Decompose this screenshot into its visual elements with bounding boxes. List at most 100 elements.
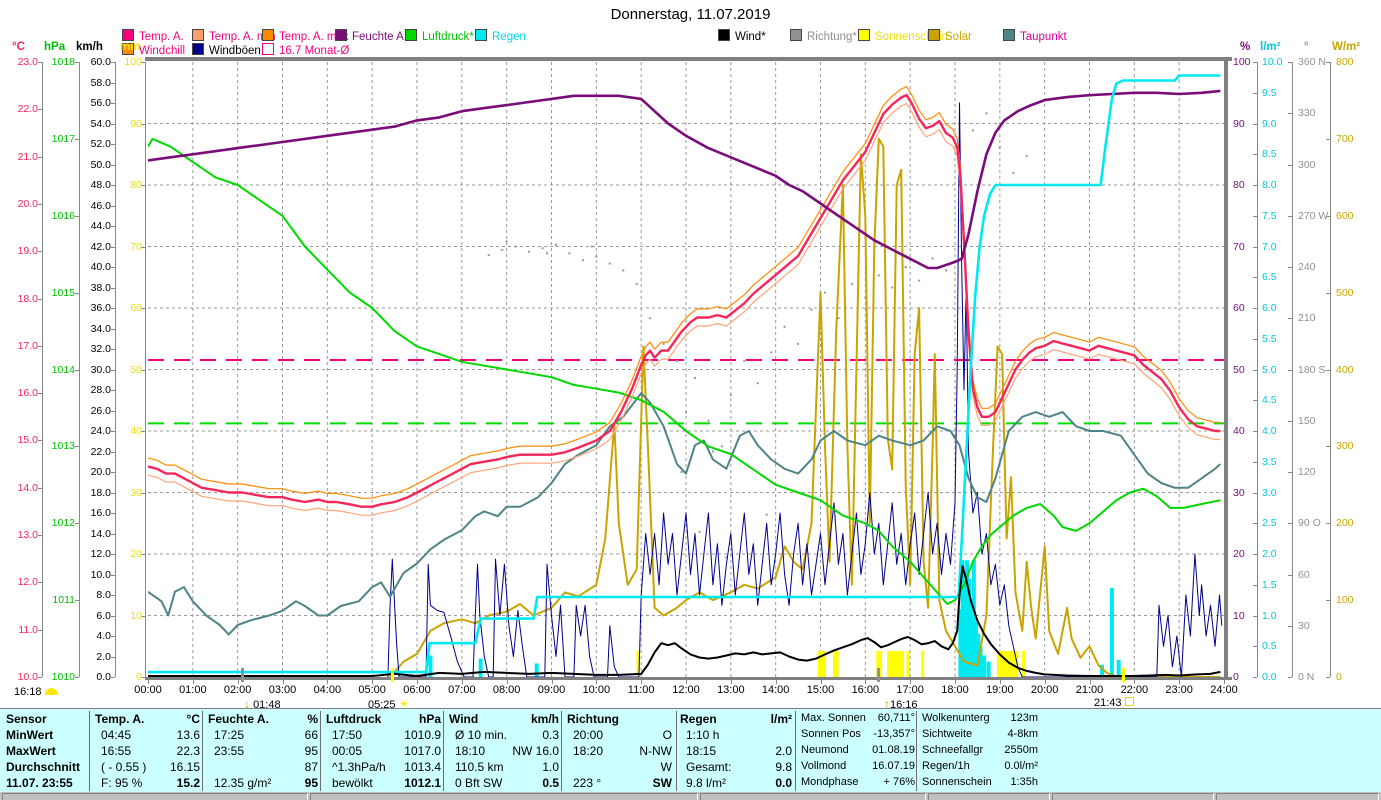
wind-axis-tick bbox=[111, 595, 115, 596]
legend-swatch-icon bbox=[335, 29, 347, 41]
legend-label: Temp. A. max bbox=[279, 31, 349, 43]
rain-axis-tick-label: 3.5 bbox=[1262, 455, 1277, 468]
wind-axis-tick-label: 26.0 bbox=[90, 404, 111, 417]
table-separator bbox=[320, 711, 321, 791]
solar-axis-tick-label: 400 bbox=[1336, 363, 1354, 376]
legend-label: Temp. A. bbox=[139, 31, 184, 43]
table-header-luftdruck: Luftdruck bbox=[326, 712, 382, 726]
rain-axis-tick-label: 7.0 bbox=[1262, 240, 1277, 253]
direction-axis-tick bbox=[1288, 215, 1292, 217]
x-tick bbox=[865, 680, 867, 684]
axis-unit-label: °C bbox=[12, 41, 25, 53]
legend-item-16-7-monat-: 16.7 Monat-Ø bbox=[262, 43, 349, 57]
legend-swatch-icon bbox=[262, 43, 274, 55]
x-tick-label: 15:00 bbox=[806, 684, 835, 696]
extra-cell: 4-8km bbox=[1007, 728, 1038, 740]
table-row-label: MinWert bbox=[6, 728, 54, 742]
table-cell: N-NW bbox=[639, 744, 672, 758]
rain-axis-tick-label: 5.0 bbox=[1262, 363, 1277, 376]
table-separator bbox=[443, 711, 444, 791]
humidity-axis-tick-label: 90 bbox=[1233, 117, 1245, 130]
direction-dot bbox=[622, 269, 625, 272]
table-unit-regen: l/m² bbox=[770, 712, 792, 726]
sunshine-axis-tick bbox=[141, 308, 145, 309]
pressure-axis-tick-label: 1012 bbox=[51, 517, 75, 530]
x-tick bbox=[327, 680, 329, 684]
solar-axis-tick bbox=[1326, 138, 1330, 140]
table-header-temp-a-: Temp. A. bbox=[95, 712, 145, 726]
wind-axis-tick-label: 0.0 bbox=[96, 671, 111, 683]
rain-axis-tick-label: 1.5 bbox=[1262, 578, 1277, 591]
direction-dot bbox=[662, 342, 665, 345]
wind-axis-tick bbox=[111, 123, 115, 125]
status-bar bbox=[0, 792, 1381, 800]
direction-dot bbox=[743, 359, 746, 362]
rain-axis-tick bbox=[1253, 185, 1257, 186]
table-cell: 1:10 h bbox=[686, 728, 720, 742]
direction-dot bbox=[945, 269, 948, 272]
table-row-label: Sensor bbox=[6, 712, 47, 726]
x-tick-label: 01:00 bbox=[179, 684, 207, 696]
legend-swatch-icon bbox=[790, 29, 802, 41]
rain-axis-tick bbox=[1253, 615, 1257, 617]
wind-axis-tick-label: 38.0 bbox=[90, 281, 111, 294]
table-cell: 18:10 bbox=[455, 744, 486, 758]
axis-unit-label: hPa bbox=[44, 41, 66, 53]
axis-unit-label: min bbox=[120, 41, 141, 53]
moon-up-icon: ↑ bbox=[884, 697, 890, 711]
wind-axis-tick-label: 18.0 bbox=[90, 486, 111, 499]
x-tick-label: 10:00 bbox=[582, 684, 611, 696]
sunrise-icon: ☀ bbox=[398, 697, 410, 711]
wind-axis-tick bbox=[111, 431, 115, 432]
sunshine-bar bbox=[835, 651, 839, 677]
x-tick bbox=[686, 680, 687, 684]
table-cell: 13.6 bbox=[176, 728, 200, 742]
rain-axis-tick bbox=[1253, 461, 1257, 463]
direction-dot bbox=[797, 342, 800, 345]
wind-axis-tick bbox=[111, 185, 115, 186]
series-humidity bbox=[148, 89, 1221, 270]
status-panel bbox=[1216, 793, 1379, 800]
legend-item-luftdruck-: Luftdruck* bbox=[405, 29, 474, 43]
solar-axis-tick-label: 200 bbox=[1336, 517, 1354, 530]
direction-axis-tick-label: 300 bbox=[1298, 158, 1316, 171]
rain-bar bbox=[1100, 664, 1105, 677]
wind-axis-tick bbox=[111, 451, 115, 453]
sunshine-axis-tick bbox=[141, 554, 145, 555]
solar-axis-tick-label: 800 bbox=[1336, 56, 1354, 68]
table-cell: 12.35 g/m² bbox=[214, 776, 272, 790]
legend-swatch-icon bbox=[928, 29, 940, 41]
direction-axis-tick bbox=[1288, 62, 1292, 63]
plot-frame-bottom bbox=[145, 677, 1232, 680]
x-tick-label: 22:00 bbox=[1120, 684, 1149, 696]
wind-axis-tick-label: 56.0 bbox=[90, 97, 111, 109]
sunshine-bar bbox=[892, 651, 896, 677]
x-tick-label: 20:00 bbox=[1030, 684, 1059, 696]
rain-bar bbox=[974, 621, 979, 677]
wind-axis-tick bbox=[111, 369, 115, 371]
wind-axis-tick-label: 46.0 bbox=[90, 199, 111, 212]
legend-label: Windböen bbox=[209, 45, 261, 57]
direction-dot bbox=[918, 279, 921, 282]
legend-swatch-icon bbox=[122, 43, 134, 55]
axis-unit-label: km/h bbox=[76, 41, 103, 53]
legend-swatch-icon bbox=[122, 29, 134, 41]
table-cell: bewölkt bbox=[332, 776, 373, 790]
wind-axis-tick bbox=[111, 677, 115, 678]
direction-dot bbox=[850, 283, 853, 286]
table-cell: ( - 0.55 ) bbox=[101, 760, 147, 774]
solar-axis-tick-label: 700 bbox=[1336, 132, 1354, 145]
table-cell: 0.0 bbox=[775, 776, 792, 790]
rain-bar bbox=[978, 646, 983, 677]
direction-axis-tick-label: 90 O bbox=[1298, 517, 1321, 530]
direction-axis-tick-label: 210 bbox=[1298, 312, 1316, 325]
temp-axis-line bbox=[42, 62, 43, 677]
rain-axis-tick-label: 2.0 bbox=[1262, 548, 1277, 560]
temp-axis-tick-label: 11.0 bbox=[18, 623, 38, 636]
series-rain-sum bbox=[148, 74, 1221, 674]
pressure-axis-tick-label: 1018 bbox=[51, 56, 75, 68]
table-cell: 16.15 bbox=[169, 760, 200, 774]
rain-axis-tick-label: 3.0 bbox=[1262, 486, 1277, 499]
x-tick bbox=[1179, 680, 1181, 684]
